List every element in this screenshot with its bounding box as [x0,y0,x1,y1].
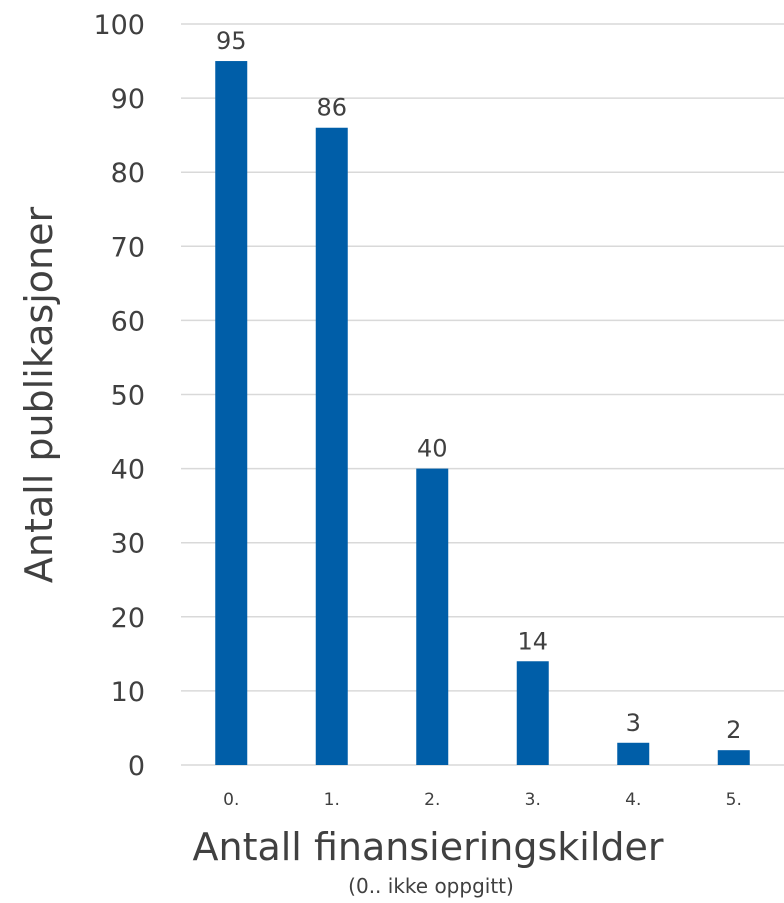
y-tick-label: 70 [111,232,145,263]
bar [416,468,449,765]
x-axis-ticks: 0. 1. 2. 3. 4. 5. [223,790,742,810]
y-tick-label: 10 [111,677,145,708]
x-axis-subtitle: (0.. ikke oppgitt) [348,874,514,898]
y-tick-label: 20 [111,603,145,634]
data-label: 86 [316,94,347,122]
y-tick-label: 80 [111,158,145,189]
data-label: 14 [517,627,548,655]
y-tick-label: 0 [128,751,145,782]
x-tick-label: 3. [525,790,541,810]
data-label: 95 [216,27,247,55]
y-tick-label: 30 [111,529,145,560]
bar [516,661,549,765]
x-tick-label: 4. [625,790,641,810]
y-tick-label: 40 [111,455,145,486]
y-tick-label: 90 [111,84,145,115]
data-labels: 95 86 40 14 3 2 [216,27,741,744]
y-axis-title: Antall publikasjoner [17,207,61,584]
bar [315,127,348,766]
data-label: 40 [417,435,448,463]
x-tick-label: 2. [424,790,440,810]
x-tick-label: 5. [726,790,742,810]
y-tick-label: 50 [111,381,145,412]
bars [215,61,750,766]
x-tick-label: 1. [324,790,340,810]
x-tick-label: 0. [223,790,239,810]
y-tick-label: 60 [111,306,145,337]
y-axis-ticks: 0 10 20 30 40 50 60 70 80 90 100 [93,10,145,782]
bar [215,61,248,766]
data-label: 2 [726,716,741,744]
gridlines [181,23,784,766]
bar [717,750,750,765]
x-axis-title: Antall finansieringskilder [192,825,663,869]
data-label: 3 [626,709,641,737]
y-tick-label: 100 [93,10,145,41]
bar [617,742,650,765]
